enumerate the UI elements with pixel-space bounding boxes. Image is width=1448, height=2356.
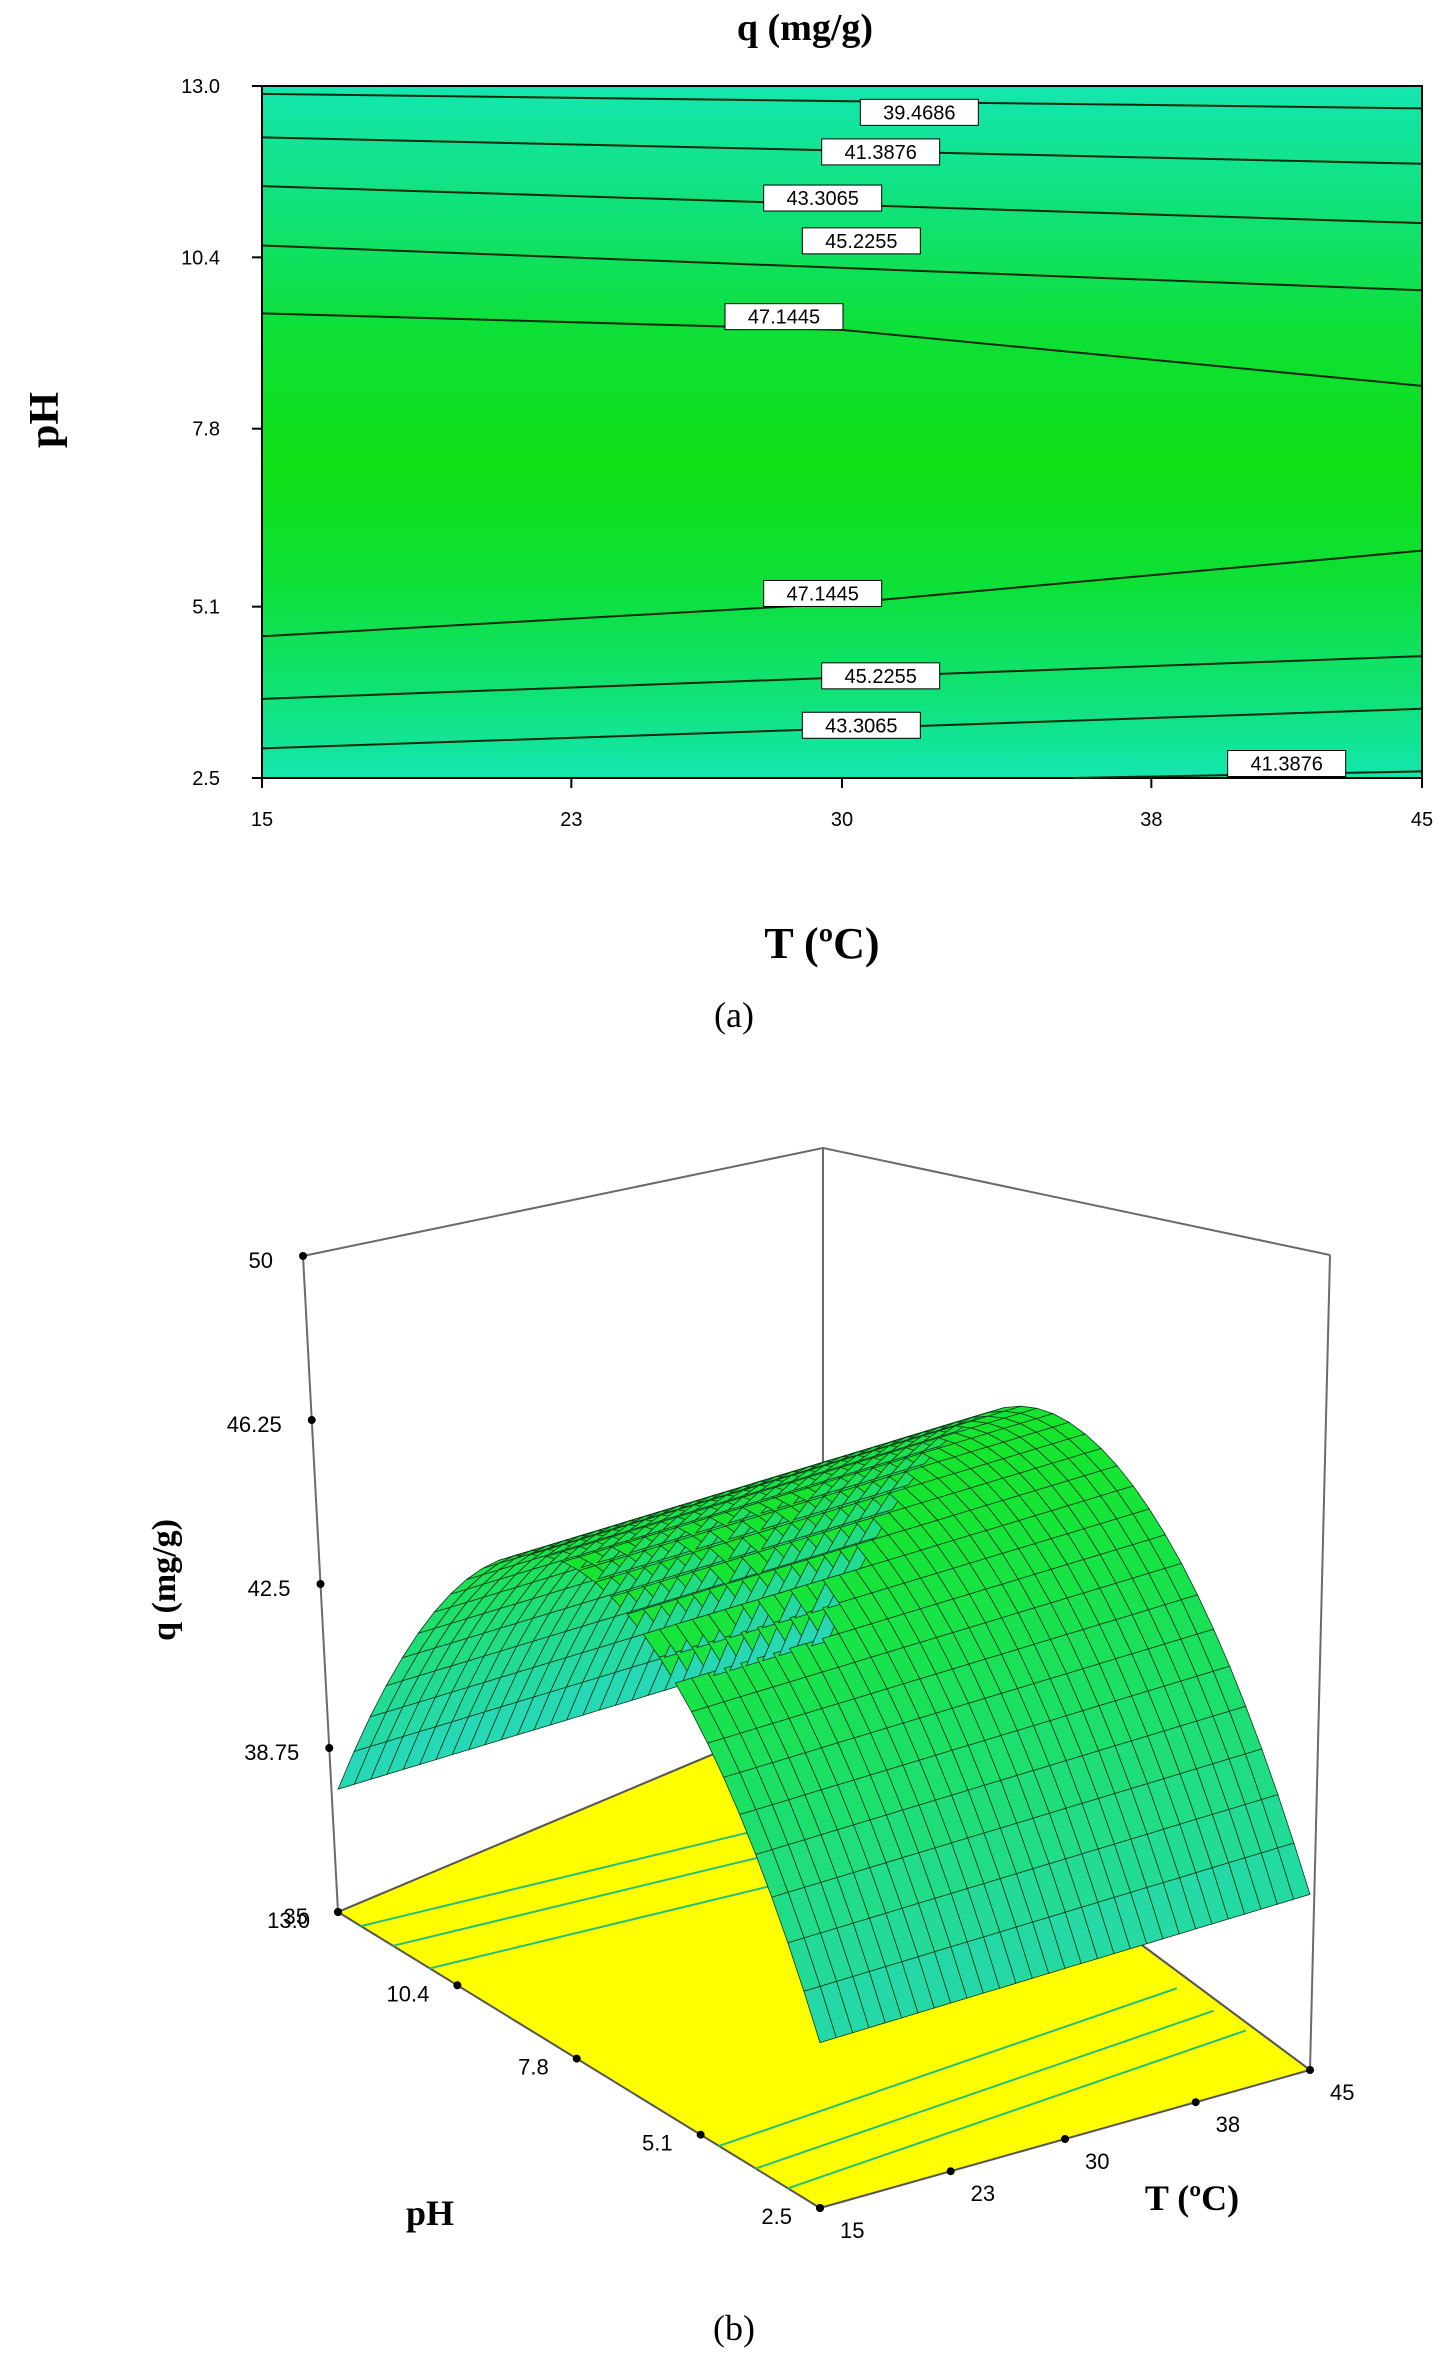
y-tick-label: 7.8 bbox=[192, 419, 220, 441]
z-tick-label: 42.5 bbox=[248, 1576, 291, 1601]
z-tick-label: 50 bbox=[249, 1248, 273, 1273]
z-axis-ticks: 35 38.75 42.5 46.25 50 bbox=[227, 1248, 342, 1929]
t-tick-label: 30 bbox=[1085, 2149, 1109, 2174]
surface-plot: 35 38.75 42.5 46.25 50 2.5 5.1 7.8 10.4 13.0 15 2… bbox=[146, 1146, 1354, 2348]
contour-line bbox=[261, 244, 1423, 292]
t-tick-label: 45 bbox=[1330, 2080, 1354, 2105]
contour-label-box bbox=[724, 303, 844, 331]
ph-tick-mark bbox=[696, 2130, 705, 2139]
ph-tick-label: 10.4 bbox=[387, 1981, 430, 2006]
contour-label-box bbox=[801, 711, 921, 739]
y-axis-ticks: 2.5 5.1 7.8 10.4 13.0 bbox=[181, 76, 262, 790]
t-tick-mark bbox=[1191, 2098, 1200, 2107]
panel-b-caption: (b) bbox=[713, 2308, 755, 2348]
t-axis-label: T (ºC) bbox=[1145, 2178, 1239, 2218]
y-tick-label: 13.0 bbox=[181, 76, 220, 98]
ph-axis-label: pH bbox=[406, 2193, 454, 2233]
contour-label: 39.4686 bbox=[883, 102, 955, 124]
x-tick-label: 38 bbox=[1140, 809, 1162, 831]
contour-label-box bbox=[821, 138, 941, 166]
ph-tick-label: 13.0 bbox=[267, 1908, 310, 1933]
t-tick-label: 23 bbox=[971, 2181, 995, 2206]
contour-label: 45.2255 bbox=[825, 231, 897, 253]
ph-tick-mark bbox=[334, 1908, 342, 1916]
contour-label: 43.3065 bbox=[825, 715, 897, 737]
surface-cell bbox=[1277, 1842, 1311, 1900]
contour-line bbox=[261, 92, 1423, 110]
panel-a-caption: (a) bbox=[714, 995, 754, 1035]
x-tick-label: 30 bbox=[831, 809, 853, 831]
contour-label: 47.1445 bbox=[787, 583, 859, 605]
t-tick-mark bbox=[1061, 2135, 1069, 2143]
ph-tick-mark bbox=[453, 1981, 462, 1990]
x-axis-ticks: 15 23 30 38 45 bbox=[251, 778, 1433, 831]
t-tick-label: 38 bbox=[1216, 2112, 1240, 2137]
z-tick-mark bbox=[299, 1252, 307, 1260]
x-axis-label: T (ºC) bbox=[764, 919, 879, 968]
x-tick-label: 23 bbox=[560, 809, 582, 831]
x-tick-label: 15 bbox=[251, 809, 273, 831]
contour-label-box bbox=[821, 662, 941, 690]
z-tick-label: 46.25 bbox=[227, 1412, 282, 1437]
t-axis-ticks: 15 23 30 38 45 bbox=[816, 2066, 1354, 2243]
z-tick-mark bbox=[307, 1416, 316, 1424]
z-tick-mark bbox=[325, 1744, 334, 1752]
ph-tick-label: 5.1 bbox=[642, 2131, 673, 2156]
contour-label: 41.3876 bbox=[1251, 754, 1323, 776]
t-tick-mark bbox=[1306, 2066, 1314, 2074]
z-tick-label: 35 bbox=[284, 1904, 308, 1929]
y-tick-label: 2.5 bbox=[192, 768, 220, 790]
response-surface bbox=[337, 1405, 1311, 2044]
z-axis-label: q (mg/g) bbox=[146, 1519, 183, 1641]
contour-plot: q (mg/g) 39.4686 41.3876 43.3065 45.2255 47.… bbox=[22, 7, 1433, 1035]
t-tick-mark bbox=[946, 2167, 955, 2176]
contour-label-box bbox=[763, 579, 883, 607]
contour-label-box bbox=[801, 227, 921, 255]
ph-tick-label: 7.8 bbox=[518, 2055, 549, 2080]
contour-label: 45.2255 bbox=[845, 666, 917, 688]
ph-tick-mark bbox=[572, 2054, 581, 2063]
floor-contour-line bbox=[787, 2029, 1247, 2190]
y-tick-label: 10.4 bbox=[181, 247, 220, 269]
floor-contour-line bbox=[755, 2009, 1214, 2170]
contour-labels: 39.4686 41.3876 43.3065 45.2255 47.1445 47.14… bbox=[724, 98, 1347, 778]
contour-label-box bbox=[763, 184, 883, 212]
contour-label-box bbox=[859, 98, 979, 126]
contour-label: 41.3876 bbox=[845, 142, 917, 164]
y-tick-label: 5.1 bbox=[192, 597, 220, 619]
floor-contour-line bbox=[718, 1987, 1178, 2147]
t-tick-label: 15 bbox=[840, 2218, 864, 2243]
contour-title: q (mg/g) bbox=[737, 7, 873, 49]
t-tick-mark bbox=[816, 2204, 824, 2212]
y-axis-label: pH bbox=[22, 392, 68, 448]
contour-label: 47.1445 bbox=[748, 307, 820, 329]
floor-contours bbox=[360, 1801, 1247, 2190]
contour-label: 43.3065 bbox=[787, 188, 859, 210]
z-tick-mark bbox=[316, 1580, 325, 1588]
z-tick-label: 38.75 bbox=[244, 1740, 299, 1765]
ph-axis-ticks: 2.5 5.1 7.8 10.4 13.0 bbox=[267, 1908, 824, 2229]
x-tick-label: 45 bbox=[1411, 809, 1433, 831]
ph-tick-label: 2.5 bbox=[761, 2204, 792, 2229]
contour-label-box bbox=[1227, 750, 1347, 778]
